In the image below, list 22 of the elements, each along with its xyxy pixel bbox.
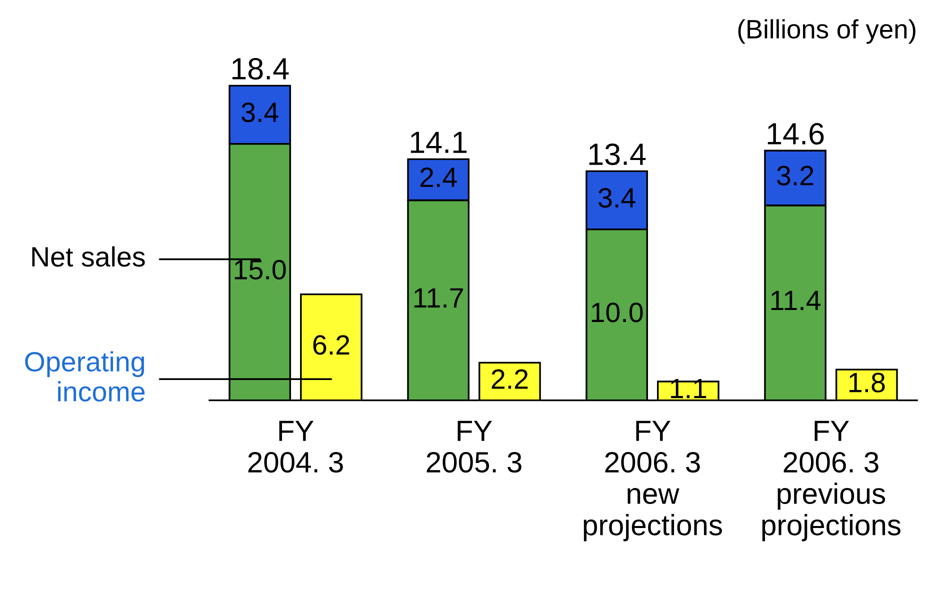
total-label: 14.1 [410, 132, 467, 153]
x-tick-label: FY 2005. 3 [426, 420, 522, 473]
data-label: 2.2 [492, 369, 528, 389]
data-label: 1.8 [849, 372, 885, 392]
text: Operating income [25, 351, 145, 402]
data-label: 11.7 [414, 288, 463, 308]
total-label: 18.4 [232, 58, 289, 80]
total-label: 14.6 [768, 122, 824, 145]
data-label: 11.4 [771, 290, 820, 310]
x-tick-label: FY 2006. 3 previous projections [762, 420, 900, 542]
data-label: 3.4 [598, 188, 636, 208]
data-label: 10.0 [592, 302, 643, 322]
text: (Billions of yen) [738, 19, 916, 44]
data-label: 15.0 [234, 260, 286, 280]
x-tick-label: FY 2006. 3 new projections [584, 420, 722, 542]
data-label: 3.2 [777, 166, 814, 186]
data-label: 6.2 [313, 335, 350, 355]
x-tick-label: FY 2004. 3 [248, 420, 343, 473]
data-label: 3.4 [242, 102, 278, 122]
total-label: 13.4 [589, 143, 646, 166]
legend-label: Net sales [32, 246, 145, 267]
data-label: 2.4 [420, 167, 457, 187]
